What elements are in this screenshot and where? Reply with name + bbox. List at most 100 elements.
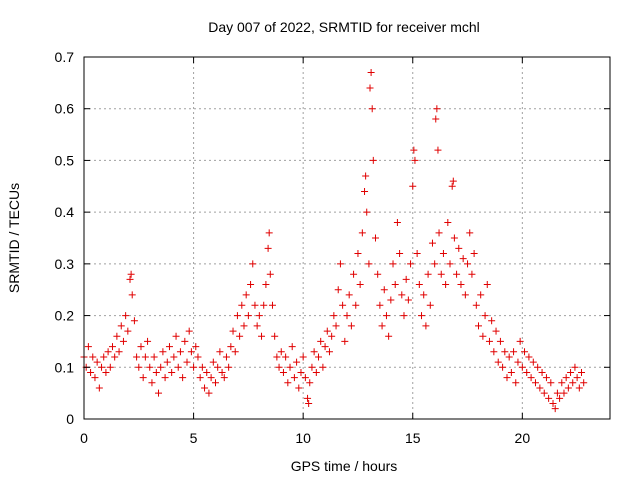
data-point (468, 270, 476, 278)
data-point (159, 348, 167, 356)
data-point (343, 312, 351, 320)
data-point (198, 363, 206, 371)
data-point (288, 343, 296, 351)
data-point (424, 270, 432, 278)
data-point (527, 374, 535, 382)
data-point (472, 301, 480, 309)
data-point (163, 358, 171, 366)
data-point (529, 358, 537, 366)
data-point (580, 379, 588, 387)
data-point (111, 353, 119, 361)
data-point (409, 182, 417, 190)
plot-frame (83, 56, 611, 420)
data-point (488, 317, 496, 325)
data-point (117, 322, 125, 330)
data-point (297, 368, 305, 376)
data-point (196, 374, 204, 382)
data-point (192, 343, 200, 351)
data-point (560, 389, 568, 397)
data-point (181, 337, 189, 345)
data-point (448, 182, 456, 190)
data-point (553, 389, 561, 397)
data-point (102, 368, 110, 376)
data-point (420, 291, 428, 299)
data-point (152, 368, 160, 376)
data-point (387, 296, 395, 304)
x-tick-label: 20 (515, 430, 531, 446)
data-point (301, 374, 309, 382)
data-point (268, 301, 276, 309)
x-tick-label: 10 (295, 430, 311, 446)
data-point (453, 270, 461, 278)
data-point (378, 322, 386, 330)
data-point (569, 379, 577, 387)
data-point (251, 301, 259, 309)
data-point (455, 244, 463, 252)
data-point (345, 291, 353, 299)
data-point (363, 208, 371, 216)
data-point (385, 332, 393, 340)
data-point (556, 394, 564, 402)
data-point (236, 332, 244, 340)
data-point (93, 358, 101, 366)
data-point (350, 270, 358, 278)
data-point (225, 363, 233, 371)
data-point (358, 229, 366, 237)
data-point (214, 363, 222, 371)
data-point (119, 337, 127, 345)
data-point (249, 260, 257, 268)
data-point (382, 312, 390, 320)
data-point (128, 291, 136, 299)
data-point (176, 348, 184, 356)
data-point (286, 363, 294, 371)
data-point (295, 384, 303, 392)
data-point (220, 374, 228, 382)
data-point (393, 218, 401, 226)
data-point (161, 374, 169, 382)
data-point (446, 260, 454, 268)
data-point (374, 270, 382, 278)
data-point (439, 250, 447, 258)
data-point (483, 281, 491, 289)
data-point (100, 353, 108, 361)
data-point (464, 260, 472, 268)
data-point (396, 250, 404, 258)
data-point (571, 363, 579, 371)
data-point (404, 296, 412, 304)
data-point (516, 337, 524, 345)
data-point (499, 363, 507, 371)
data-point (362, 172, 370, 180)
data-point (155, 389, 163, 397)
data-point (368, 105, 376, 113)
data-point (536, 384, 544, 392)
data-point (293, 358, 301, 366)
data-point (431, 260, 439, 268)
data-point (284, 379, 292, 387)
data-point (275, 363, 283, 371)
data-point (434, 146, 442, 154)
data-point (282, 353, 290, 361)
data-point (106, 363, 114, 371)
data-point (190, 363, 198, 371)
data-point (304, 394, 312, 402)
data-point (231, 348, 239, 356)
data-point (356, 281, 364, 289)
data-point (494, 358, 502, 366)
data-point (127, 270, 135, 278)
data-point (578, 368, 586, 376)
data-point (139, 374, 147, 382)
y-tick-label: 0.7 (55, 49, 75, 65)
data-point (402, 275, 410, 283)
data-point (323, 327, 331, 335)
data-point (104, 348, 112, 356)
data-point (398, 291, 406, 299)
data-point (279, 368, 287, 376)
data-point (510, 348, 518, 356)
data-point (185, 327, 193, 335)
data-point (336, 260, 344, 268)
data-point (400, 312, 408, 320)
y-tick-label: 0.5 (55, 152, 75, 168)
data-point (444, 218, 452, 226)
data-point (240, 322, 248, 330)
data-point (183, 358, 191, 366)
